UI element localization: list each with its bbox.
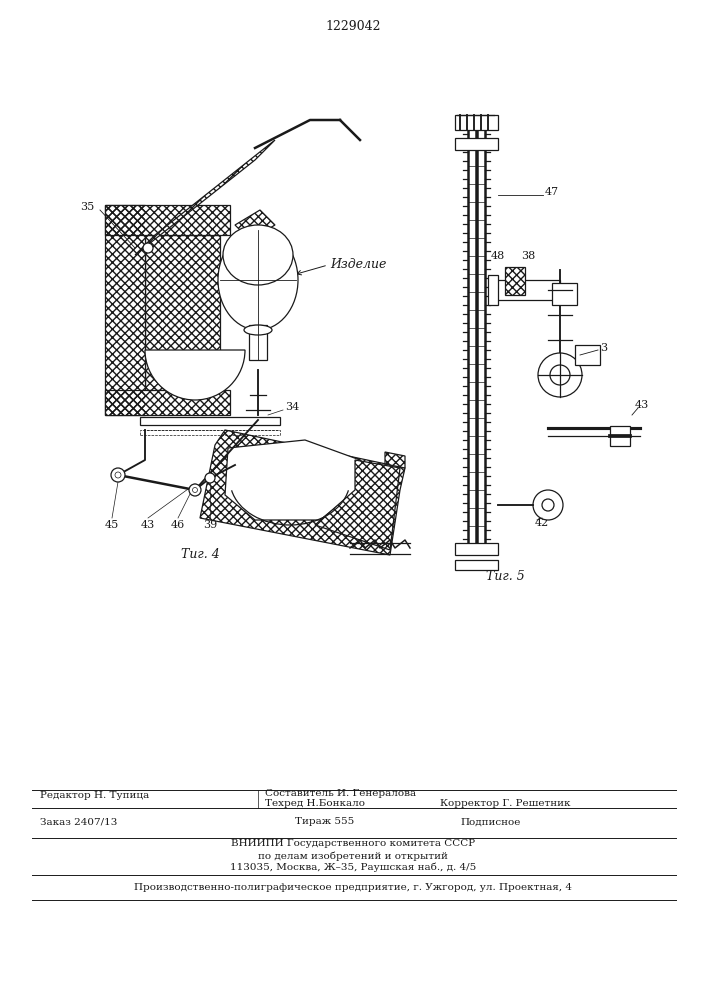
Text: 45: 45 bbox=[105, 520, 119, 530]
Wedge shape bbox=[145, 350, 245, 400]
Bar bbox=[455, 115, 498, 130]
Bar bbox=[505, 267, 525, 295]
Circle shape bbox=[542, 499, 554, 511]
Circle shape bbox=[538, 353, 582, 397]
Text: 34: 34 bbox=[285, 402, 299, 412]
Bar bbox=[140, 417, 280, 425]
Bar bbox=[105, 205, 230, 235]
Bar bbox=[505, 267, 525, 295]
Text: 1229042: 1229042 bbox=[325, 20, 381, 33]
Text: Производственно-полиграфическое предприятие, г. Ужгород, ул. Проектная, 4: Производственно-полиграфическое предприя… bbox=[134, 882, 572, 892]
Bar bbox=[455, 543, 498, 555]
Polygon shape bbox=[200, 430, 405, 555]
Polygon shape bbox=[235, 210, 275, 240]
Text: 42: 42 bbox=[535, 518, 549, 528]
Bar bbox=[455, 560, 498, 570]
Bar bbox=[105, 205, 230, 235]
Circle shape bbox=[189, 484, 201, 496]
Bar bbox=[575, 345, 600, 365]
Bar bbox=[145, 235, 220, 390]
Text: 47: 47 bbox=[545, 187, 559, 197]
Polygon shape bbox=[385, 452, 405, 468]
Polygon shape bbox=[225, 440, 360, 520]
Text: 113035, Москва, Ж–35, Раушская наб., д. 4/5: 113035, Москва, Ж–35, Раушская наб., д. … bbox=[230, 862, 476, 872]
Text: 35: 35 bbox=[80, 202, 94, 212]
Bar bbox=[552, 283, 577, 305]
Bar bbox=[105, 390, 230, 415]
Circle shape bbox=[111, 468, 125, 482]
Text: Тираж 555: Тираж 555 bbox=[295, 818, 354, 826]
Bar bbox=[249, 325, 267, 360]
Ellipse shape bbox=[244, 325, 272, 335]
Bar bbox=[105, 205, 145, 415]
Polygon shape bbox=[135, 140, 275, 255]
Circle shape bbox=[143, 243, 153, 253]
Text: 39: 39 bbox=[203, 520, 217, 530]
Ellipse shape bbox=[218, 230, 298, 330]
Polygon shape bbox=[315, 460, 400, 550]
Text: Τиг. 4: Τиг. 4 bbox=[180, 548, 219, 561]
Text: Заказ 2407/13: Заказ 2407/13 bbox=[40, 818, 117, 826]
Bar bbox=[488, 275, 498, 305]
Text: 46: 46 bbox=[171, 520, 185, 530]
Bar bbox=[105, 390, 230, 415]
Text: по делам изобретений и открытий: по делам изобретений и открытий bbox=[258, 851, 448, 861]
Ellipse shape bbox=[223, 225, 293, 285]
Text: 43: 43 bbox=[635, 400, 649, 410]
Text: Τиг. 5: Τиг. 5 bbox=[486, 570, 525, 583]
Circle shape bbox=[192, 488, 197, 492]
Circle shape bbox=[550, 365, 570, 385]
Text: Корректор Г. Решетник: Корректор Г. Решетник bbox=[440, 800, 571, 808]
Text: Составитель И. Генералова: Составитель И. Генералова bbox=[265, 788, 416, 798]
Bar bbox=[610, 426, 630, 446]
Text: Подписное: Подписное bbox=[460, 818, 520, 826]
Text: 38: 38 bbox=[521, 251, 535, 261]
Text: 48: 48 bbox=[491, 251, 505, 261]
Text: ВНИИПИ Государственного комитета СССР: ВНИИПИ Государственного комитета СССР bbox=[231, 840, 475, 848]
Bar bbox=[145, 235, 220, 390]
Text: Техред Н.Бонкало: Техред Н.Бонкало bbox=[265, 800, 365, 808]
Circle shape bbox=[115, 472, 121, 478]
Bar bbox=[105, 205, 145, 415]
Text: 3: 3 bbox=[600, 343, 607, 353]
Bar bbox=[490, 280, 560, 300]
Text: 43: 43 bbox=[141, 520, 155, 530]
Circle shape bbox=[205, 473, 215, 483]
Bar bbox=[140, 430, 280, 435]
Circle shape bbox=[533, 490, 563, 520]
Bar bbox=[455, 138, 498, 150]
Text: Редактор Н. Тупица: Редактор Н. Тупица bbox=[40, 790, 149, 800]
Text: Изделие: Изделие bbox=[330, 258, 386, 271]
